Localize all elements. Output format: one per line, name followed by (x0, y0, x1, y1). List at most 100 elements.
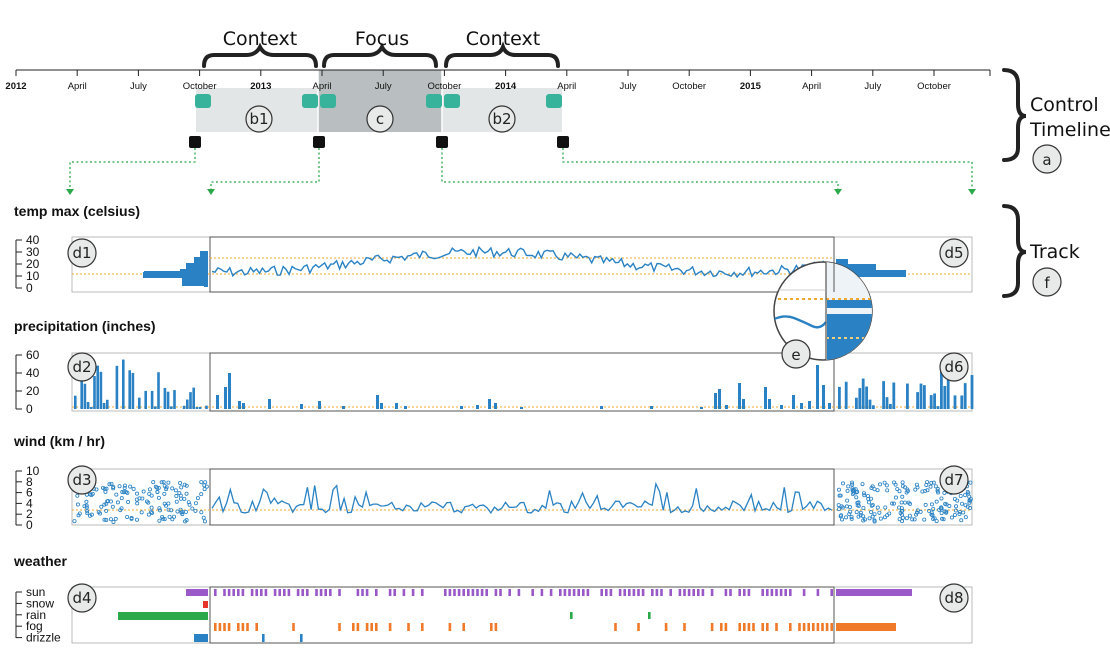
wind-point (890, 501, 895, 506)
weather-mark (338, 623, 341, 631)
precip-bar (106, 399, 109, 409)
wind-point (855, 500, 860, 505)
precip-bar (80, 377, 83, 409)
wind-point (929, 502, 934, 507)
weather-mark (214, 623, 217, 631)
precip-bar (520, 407, 523, 409)
wind-point (940, 516, 945, 521)
wind-point (907, 513, 912, 518)
projection-lines (69, 148, 973, 192)
weather-mark (301, 589, 304, 596)
context-left-end-handle[interactable] (302, 94, 318, 108)
weather-mark (329, 589, 332, 596)
weather-mark (462, 623, 465, 631)
marker-f-circle (1032, 267, 1062, 297)
wind-point (870, 484, 875, 489)
wind-point (841, 481, 846, 486)
context-right-start-handle[interactable] (444, 94, 460, 108)
wind-point (900, 494, 905, 499)
wind-point (891, 501, 896, 506)
temp-histogram-bar (182, 278, 208, 286)
weather-mark (825, 623, 829, 631)
precip-bar (318, 401, 321, 409)
timeline-tick-label: July (375, 81, 392, 92)
wind-point (847, 505, 852, 510)
precip-bar (868, 399, 872, 409)
weather-mark (356, 623, 360, 631)
wind-point (902, 500, 907, 505)
wind-point (156, 495, 161, 500)
precip-bar (892, 382, 896, 409)
wind-point (960, 501, 965, 506)
context-left-start-handle[interactable] (195, 94, 211, 108)
wind-point (126, 500, 131, 505)
weather-mark (375, 623, 378, 631)
temp-histogram-bar (200, 251, 208, 257)
weather-mark (356, 589, 360, 596)
precip-bar (198, 406, 202, 409)
weather-mark (453, 589, 456, 596)
wind-point (934, 519, 939, 524)
precip-bar (929, 395, 933, 409)
wind-point (156, 485, 161, 490)
wind-point (119, 506, 124, 511)
wind-point (935, 486, 940, 491)
weather-mark (766, 623, 769, 631)
precip-bar (494, 403, 497, 409)
precip-bar (768, 399, 771, 409)
wind-point (90, 491, 95, 496)
marker-d7-label: d7 (944, 471, 963, 489)
precip-bar (150, 390, 154, 409)
wind-point (190, 506, 195, 511)
wind-point (965, 489, 970, 494)
timeline-tick-label: April (802, 81, 821, 92)
weather-mark (605, 589, 608, 596)
wind-point (938, 506, 943, 511)
wind-point (157, 506, 162, 511)
weather-mark (223, 623, 226, 631)
precip-track[interactable]: 60 40 20 0 (15, 348, 974, 416)
weather-mark (306, 589, 309, 596)
wind-point (929, 510, 934, 515)
projection-line (441, 148, 839, 192)
anchor-handle[interactable] (313, 136, 325, 148)
weather-mark (480, 589, 484, 596)
wind-point (935, 488, 940, 493)
anchor-handle[interactable] (557, 136, 569, 148)
precip-bar (822, 385, 825, 409)
wind-point (846, 484, 851, 489)
marker-b2-label: b2 (492, 110, 511, 128)
anchor-handle[interactable] (436, 136, 448, 148)
wind-point (202, 483, 207, 488)
focus-end-handle[interactable] (426, 94, 442, 108)
precip-bar (115, 365, 119, 409)
y-tick-label: 0 (26, 402, 33, 416)
precip-bar (916, 392, 919, 409)
weather-mark (789, 623, 792, 631)
context-right-end-handle[interactable] (546, 94, 562, 108)
wind-point (119, 496, 124, 501)
wind-point (113, 516, 118, 521)
weather-mark (729, 589, 732, 596)
anchor-handle[interactable] (189, 136, 201, 148)
precip-bar (940, 368, 943, 409)
weather-mark (830, 589, 833, 596)
weather-mark (223, 589, 226, 596)
marker-b2-circle (488, 105, 516, 133)
weather-mark (812, 623, 815, 631)
weather-mark (262, 634, 265, 642)
precip-bar (380, 403, 383, 409)
magnifier-lens[interactable]: e (772, 261, 876, 369)
wind-point (149, 493, 154, 498)
control-timeline[interactable]: 2012 April July October 2013 April July October… (5, 69, 991, 148)
weather-category-label: sun (26, 585, 45, 599)
focus-start-handle[interactable] (320, 94, 336, 108)
wind-point (144, 499, 149, 504)
wind-point (885, 488, 890, 493)
wind-point (104, 508, 109, 513)
timeline-tick-label: July (864, 81, 881, 92)
weather-mark (388, 589, 392, 596)
wind-point (75, 493, 80, 498)
